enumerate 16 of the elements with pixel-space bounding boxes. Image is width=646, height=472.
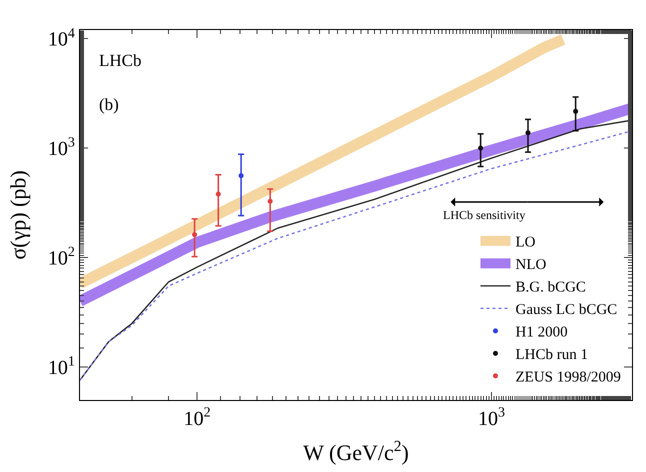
y-tick-label: 10$^{1}$ — [48, 354, 75, 380]
annotation: (b) — [99, 95, 119, 114]
legend-label: ZEUS 1998/2009 — [515, 370, 621, 386]
x-axis-title: W (GeV/c$^{2}$) — [303, 438, 409, 465]
y-tick-label: 10$^{3}$ — [48, 136, 75, 160]
legend-label: LHCb run 1 — [515, 347, 588, 364]
y-axis-title: σ(γp) (pb) — [6, 170, 31, 260]
y-tick-label: 10$^{2}$ — [48, 245, 75, 270]
legend-label: LO — [515, 234, 536, 251]
y-tick-label: 10$^{4}$ — [48, 26, 75, 51]
legend-label: H1 2000 — [515, 324, 568, 341]
legend-label: Gauss LC bCGC — [515, 302, 618, 318]
legend-label: B.G. bCGC — [515, 280, 586, 296]
annotation: LHCb — [99, 51, 142, 70]
legend-label: NLO — [515, 257, 546, 274]
annotation: LHCb sensitivity — [443, 208, 526, 222]
